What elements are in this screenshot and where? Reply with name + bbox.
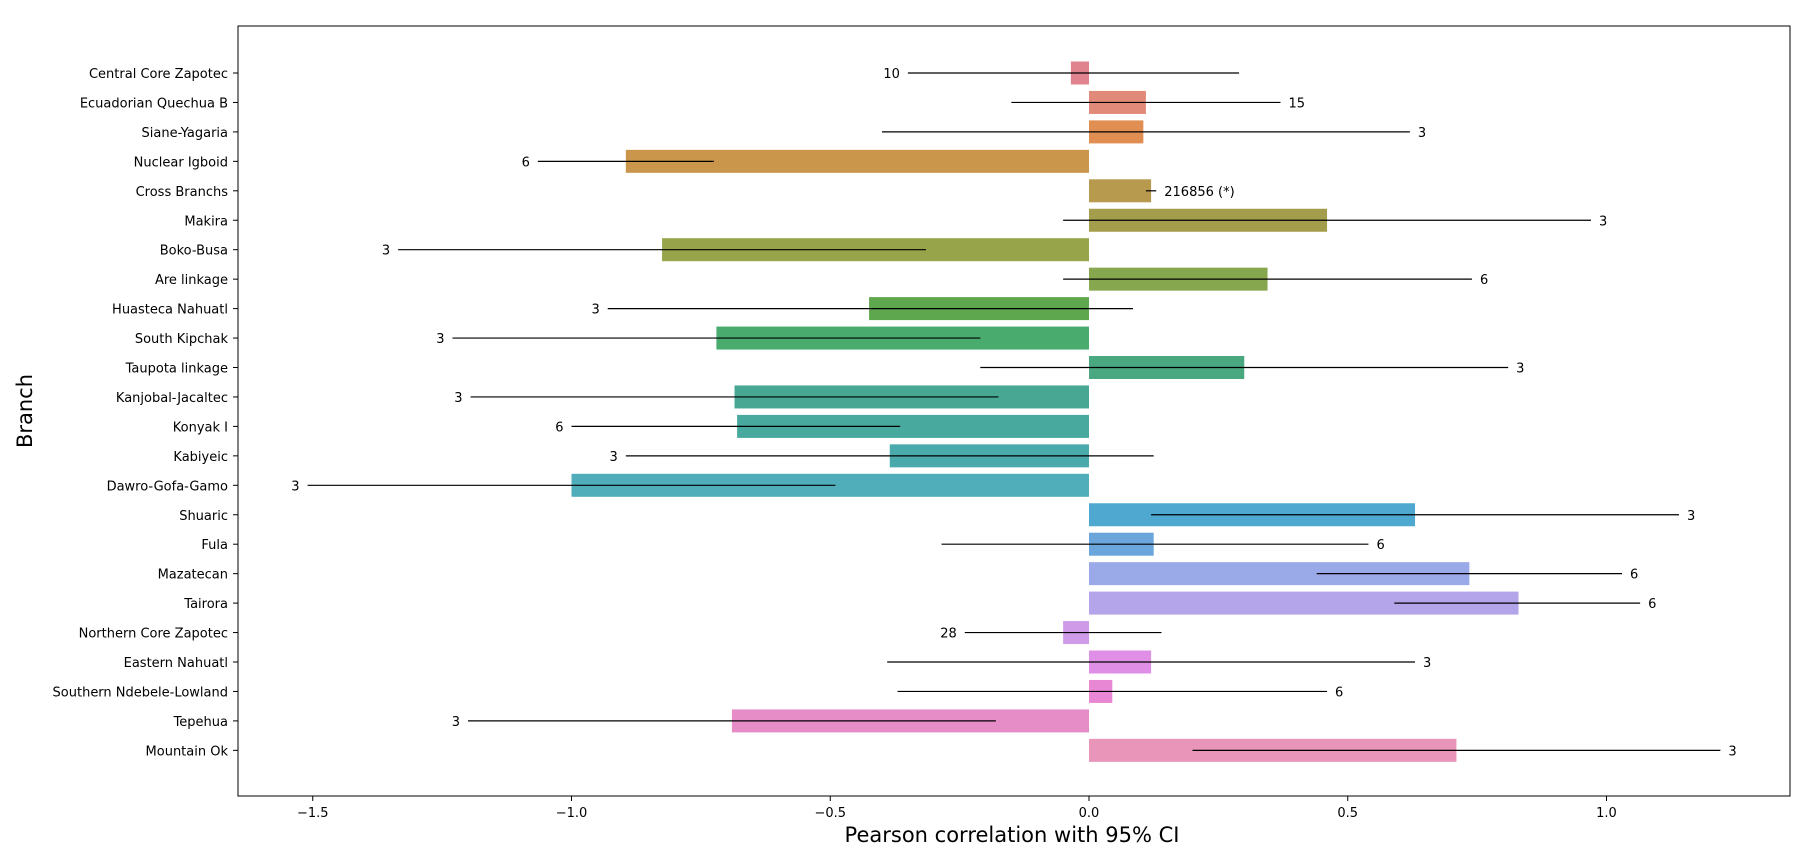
count-label: 28 [940, 627, 957, 642]
ci-layer [307, 72, 1721, 751]
count-label: 3 [382, 244, 390, 259]
y-tick-label: Eastern Nahuatl [124, 656, 228, 671]
y-tick-label: Ecuadorian Quechua B [80, 96, 228, 111]
y-tick-labels: Central Core Zapotec Ecuadorian Quechua B… [53, 67, 238, 759]
y-tick-label: Makira [184, 214, 228, 229]
count-label: 3 [1599, 214, 1607, 229]
count-label: 6 [1630, 568, 1638, 583]
bar [1089, 591, 1519, 615]
y-tick-label: Northern Core Zapotec [79, 627, 228, 642]
y-tick-label: Are linkage [155, 273, 228, 288]
x-tick-label: 1.0 [1596, 806, 1617, 821]
count-label: 6 [1480, 273, 1488, 288]
y-tick-label: Nuclear Igboid [134, 155, 228, 170]
y-axis-label: Branch [13, 374, 37, 448]
x-tick-label: −1.0 [556, 806, 588, 821]
count-label: 3 [1687, 509, 1695, 524]
y-tick-label: Boko-Busa [160, 244, 228, 259]
y-tick-label: Southern Ndebele-Lowland [53, 685, 228, 700]
count-label: 3 [1418, 126, 1426, 141]
y-tick-label: Kabiyeic [173, 450, 228, 465]
y-tick-label: Konyak I [173, 420, 228, 435]
count-label: 3 [610, 450, 618, 465]
x-tick-label: 0.5 [1337, 806, 1358, 821]
y-tick-label: Mazatecan [158, 568, 228, 583]
y-tick-label: Mountain Ok [146, 744, 229, 759]
count-label: 10 [883, 67, 900, 82]
y-tick-label: Central Core Zapotec [89, 67, 228, 82]
count-label: 3 [1728, 744, 1736, 759]
count-label: 3 [454, 391, 462, 406]
count-label: 6 [555, 420, 563, 435]
x-tick-label: −0.5 [814, 806, 846, 821]
plot-frame [237, 25, 1791, 797]
count-label: 6 [1335, 685, 1343, 700]
bar [625, 149, 1089, 173]
count-label: 3 [436, 332, 444, 347]
bars-layer [571, 61, 1519, 762]
x-tick-labels: −1.5 −1.0 −0.5 0.0 0.5 1.0 [297, 796, 1617, 821]
count-label: 216856 (*) [1164, 185, 1234, 200]
x-tick-label: 0.0 [1079, 806, 1100, 821]
count-label: 3 [1516, 362, 1524, 377]
count-label: 3 [1423, 656, 1431, 671]
count-label: 3 [452, 715, 460, 730]
y-tick-label: Tairora [183, 597, 228, 612]
count-label: 15 [1288, 96, 1305, 111]
x-axis-label: Pearson correlation with 95% CI [845, 823, 1180, 847]
bar [1089, 562, 1470, 586]
y-tick-label: Cross Branchs [136, 185, 229, 200]
x-tick-label: −1.5 [297, 806, 329, 821]
y-tick-label: Huasteca Nahuatl [112, 303, 228, 318]
count-label: 3 [291, 479, 299, 494]
y-tick-label: Dawro-Gofa-Gamo [107, 479, 228, 494]
y-tick-label: South Kipchak [135, 332, 229, 347]
y-tick-label: Kanjobal-Jacaltec [116, 391, 228, 406]
count-label: 6 [522, 155, 530, 170]
y-tick-label: Siane-Yagaria [142, 126, 228, 141]
y-tick-label: Fula [201, 538, 228, 553]
count-label: 3 [591, 303, 599, 318]
y-tick-label: Shuaric [179, 509, 228, 524]
count-label: 6 [1376, 538, 1384, 553]
y-tick-label: Taupota linkage [125, 362, 228, 377]
bar [1089, 179, 1152, 203]
bar [737, 414, 1089, 438]
count-label: 6 [1648, 597, 1656, 612]
y-tick-label: Tepehua [173, 715, 228, 730]
